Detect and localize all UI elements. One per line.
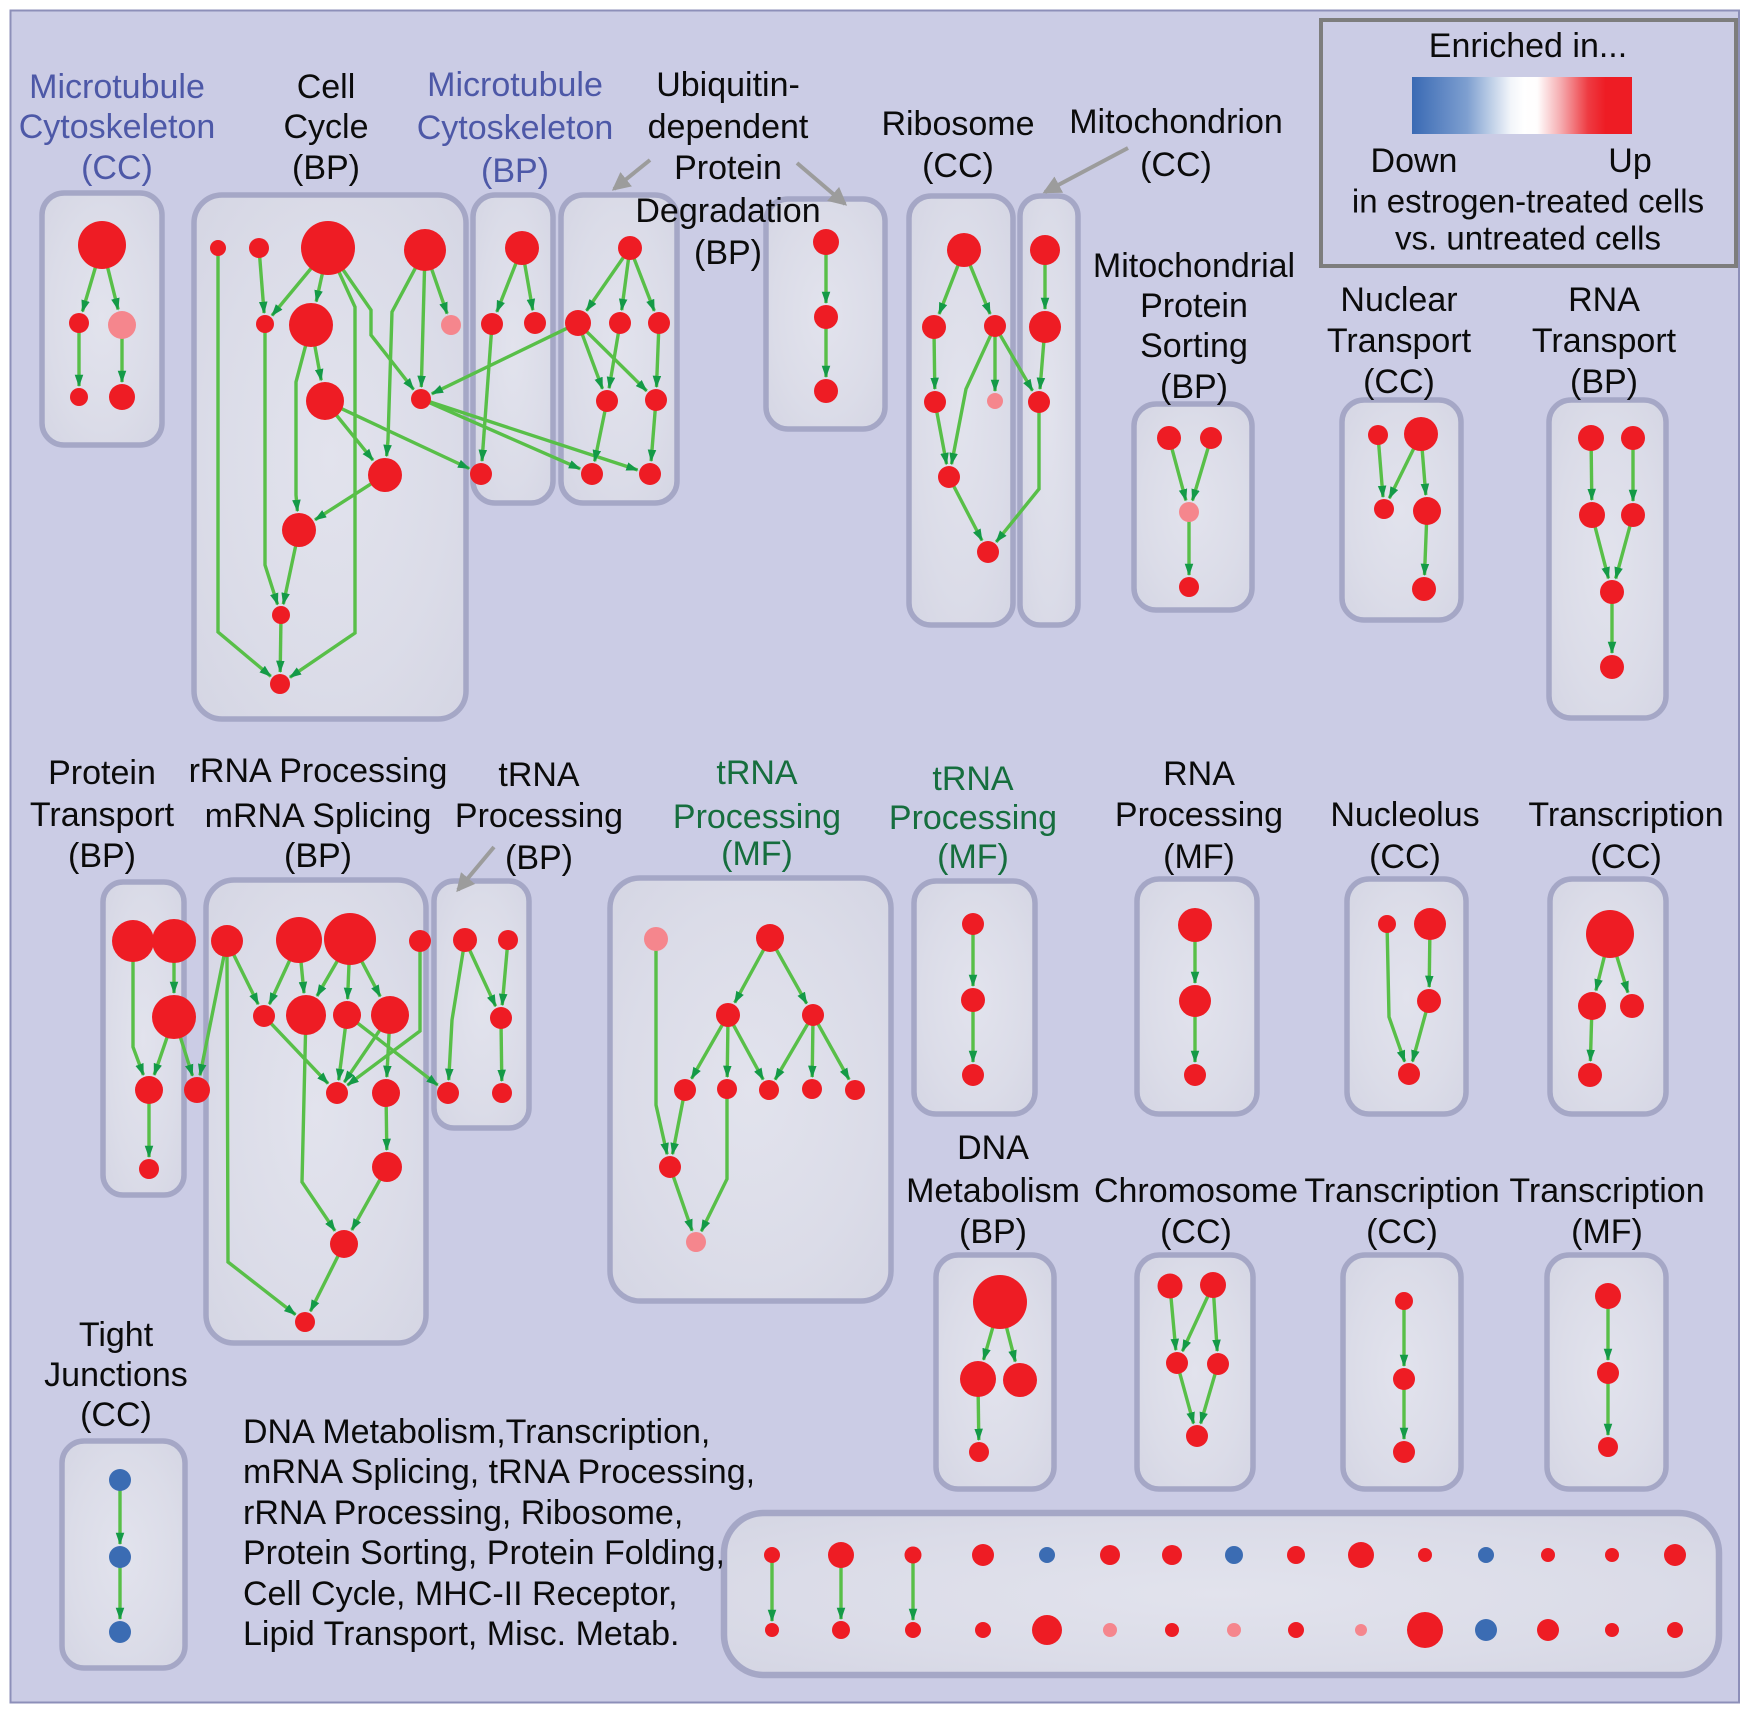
svg-text:(BP): (BP) (284, 837, 352, 875)
svg-text:rRNA Processing: rRNA Processing (189, 752, 448, 790)
svg-text:Protein: Protein (1140, 287, 1248, 325)
svg-text:Processing: Processing (673, 798, 841, 836)
svg-text:mRNA Splicing, tRNA Processing: mRNA Splicing, tRNA Processing, (243, 1453, 755, 1491)
svg-text:(MF): (MF) (1163, 838, 1235, 876)
svg-text:Down: Down (1371, 142, 1458, 180)
svg-text:Ribosome: Ribosome (881, 105, 1034, 143)
svg-text:(BP): (BP) (481, 152, 549, 190)
svg-text:(CC): (CC) (80, 1396, 152, 1434)
svg-text:Cell Cycle, MHC-II Receptor,: Cell Cycle, MHC-II Receptor, (243, 1575, 678, 1613)
svg-text:(CC): (CC) (1366, 1213, 1438, 1251)
svg-text:Junctions: Junctions (44, 1356, 188, 1394)
svg-text:in estrogen-treated cells: in estrogen-treated cells (1352, 183, 1704, 220)
svg-text:Mitochondrion: Mitochondrion (1069, 103, 1283, 141)
svg-text:Microtubule: Microtubule (29, 68, 205, 106)
svg-text:Transport: Transport (1532, 322, 1677, 360)
svg-text:tRNA: tRNA (498, 756, 580, 794)
svg-text:RNA: RNA (1568, 281, 1640, 319)
svg-text:vs. untreated cells: vs. untreated cells (1395, 220, 1661, 257)
svg-text:(CC): (CC) (81, 149, 153, 187)
svg-text:(BP): (BP) (1570, 363, 1638, 401)
svg-text:Degradation: Degradation (635, 192, 820, 230)
svg-text:Nucleolus: Nucleolus (1330, 796, 1479, 834)
svg-text:Sorting: Sorting (1140, 327, 1248, 365)
svg-text:Cytoskeleton: Cytoskeleton (417, 109, 614, 147)
svg-text:Nuclear: Nuclear (1340, 281, 1457, 319)
svg-text:Transport: Transport (1327, 322, 1472, 360)
svg-text:Lipid Transport, Misc. Metab.: Lipid Transport, Misc. Metab. (243, 1615, 680, 1653)
svg-text:Enriched in...: Enriched in... (1429, 27, 1627, 65)
svg-text:(BP): (BP) (505, 839, 573, 877)
svg-text:Transcription: Transcription (1528, 796, 1723, 834)
svg-text:(CC): (CC) (1363, 363, 1435, 401)
svg-text:Mitochondrial: Mitochondrial (1093, 247, 1295, 285)
svg-text:Transcription: Transcription (1509, 1172, 1704, 1210)
svg-text:(BP): (BP) (292, 149, 360, 187)
svg-text:tRNA: tRNA (932, 760, 1014, 798)
svg-text:Protein: Protein (674, 149, 782, 187)
svg-text:Processing: Processing (455, 797, 623, 835)
svg-text:Processing: Processing (889, 799, 1057, 837)
svg-text:Processing: Processing (1115, 796, 1283, 834)
svg-text:Tight: Tight (79, 1316, 154, 1354)
svg-text:dependent: dependent (648, 108, 809, 146)
svg-text:DNA Metabolism,Transcription,: DNA Metabolism,Transcription, (243, 1413, 710, 1451)
svg-text:DNA: DNA (957, 1129, 1029, 1167)
svg-text:(MF): (MF) (937, 838, 1009, 876)
svg-text:Cell: Cell (297, 68, 356, 106)
svg-text:Protein Sorting, Protein Foldi: Protein Sorting, Protein Folding, (243, 1534, 725, 1572)
svg-text:(BP): (BP) (694, 234, 762, 272)
svg-text:Microtubule: Microtubule (427, 66, 603, 104)
svg-text:rRNA Processing, Ribosome,: rRNA Processing, Ribosome, (243, 1494, 683, 1532)
svg-text:Metabolism: Metabolism (906, 1172, 1080, 1210)
svg-text:Cytoskeleton: Cytoskeleton (19, 108, 216, 146)
svg-text:Ubiquitin-: Ubiquitin- (656, 66, 800, 104)
svg-text:mRNA Splicing: mRNA Splicing (205, 797, 432, 835)
svg-text:Chromosome: Chromosome (1094, 1172, 1298, 1210)
svg-text:RNA: RNA (1163, 755, 1235, 793)
svg-text:Up: Up (1608, 142, 1651, 180)
svg-text:(CC): (CC) (1590, 838, 1662, 876)
svg-text:(BP): (BP) (1160, 368, 1228, 406)
svg-text:(MF): (MF) (1571, 1213, 1643, 1251)
svg-text:(CC): (CC) (1369, 838, 1441, 876)
svg-text:Transcription: Transcription (1304, 1172, 1499, 1210)
svg-text:(BP): (BP) (959, 1213, 1027, 1251)
svg-text:(CC): (CC) (1160, 1213, 1232, 1251)
svg-text:(CC): (CC) (922, 147, 994, 185)
svg-text:(MF): (MF) (721, 835, 793, 873)
svg-text:Cycle: Cycle (283, 108, 368, 146)
svg-text:tRNA: tRNA (716, 754, 798, 792)
svg-text:(CC): (CC) (1140, 146, 1212, 184)
svg-text:Transport: Transport (30, 796, 175, 834)
svg-text:Protein: Protein (48, 754, 156, 792)
svg-text:(BP): (BP) (68, 837, 136, 875)
